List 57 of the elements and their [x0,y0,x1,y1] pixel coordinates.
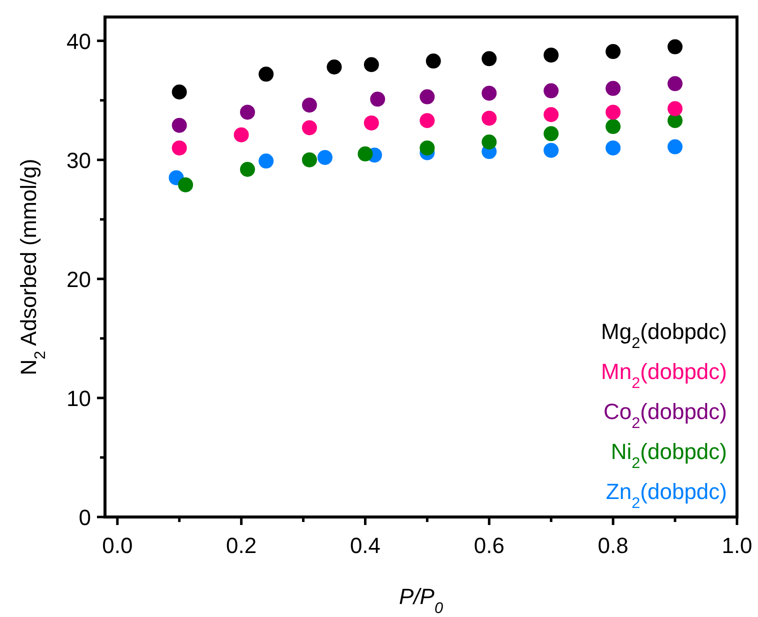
x-tick-label: 0.6 [474,533,504,558]
point [258,154,274,169]
point [302,152,317,168]
point [302,98,317,113]
point [668,139,683,154]
point [358,146,373,162]
point [317,150,332,165]
point [482,86,497,101]
point [240,104,256,120]
point [668,76,683,92]
point [258,66,274,82]
y-tick-label: 0 [78,505,91,530]
point [326,60,342,74]
y-tick-label: 10 [66,386,91,411]
point [482,51,497,66]
text: Zn$_{2}$(dobpdc) [606,479,727,512]
x-axis-title: P/P$_{0}$ [398,584,444,616]
point [172,140,187,156]
text: Co$_{2}$(dobpdc) [603,399,727,432]
text: Ni$_{2}$(dobpdc) [610,439,727,472]
x-tick-label: 1.0 [722,533,752,558]
point [606,80,621,96]
point [606,119,621,134]
point [426,54,441,69]
point [420,140,435,156]
point [606,140,621,156]
point [544,142,559,158]
point [606,44,621,60]
point [364,57,379,72]
point [544,48,559,63]
point [420,89,435,104]
point [606,104,621,120]
point [172,118,187,133]
point [544,83,559,98]
point [178,177,194,192]
x-tick-label: 0.2 [226,533,257,558]
point [370,92,386,107]
point [482,110,497,126]
point [172,84,187,100]
y-tick-label: 40 [66,28,91,54]
point [234,127,249,142]
point [302,120,317,136]
x-tick-label: 0.0 [102,533,133,558]
text: Mn$_{2}$(dobpdc) [601,359,727,392]
point [240,162,256,177]
point [420,113,435,128]
text: Mg$_{2}$(dobpdc) [601,319,727,352]
point [668,101,683,116]
point [482,134,497,150]
x-tick-label: 0.4 [350,533,381,558]
point [544,107,559,122]
point [544,126,559,142]
point [668,39,683,54]
y-tick-label: 30 [66,148,91,173]
point [364,115,379,130]
x-tick-label: 0.8 [598,533,628,558]
y-tick-label: 20 [66,266,91,292]
